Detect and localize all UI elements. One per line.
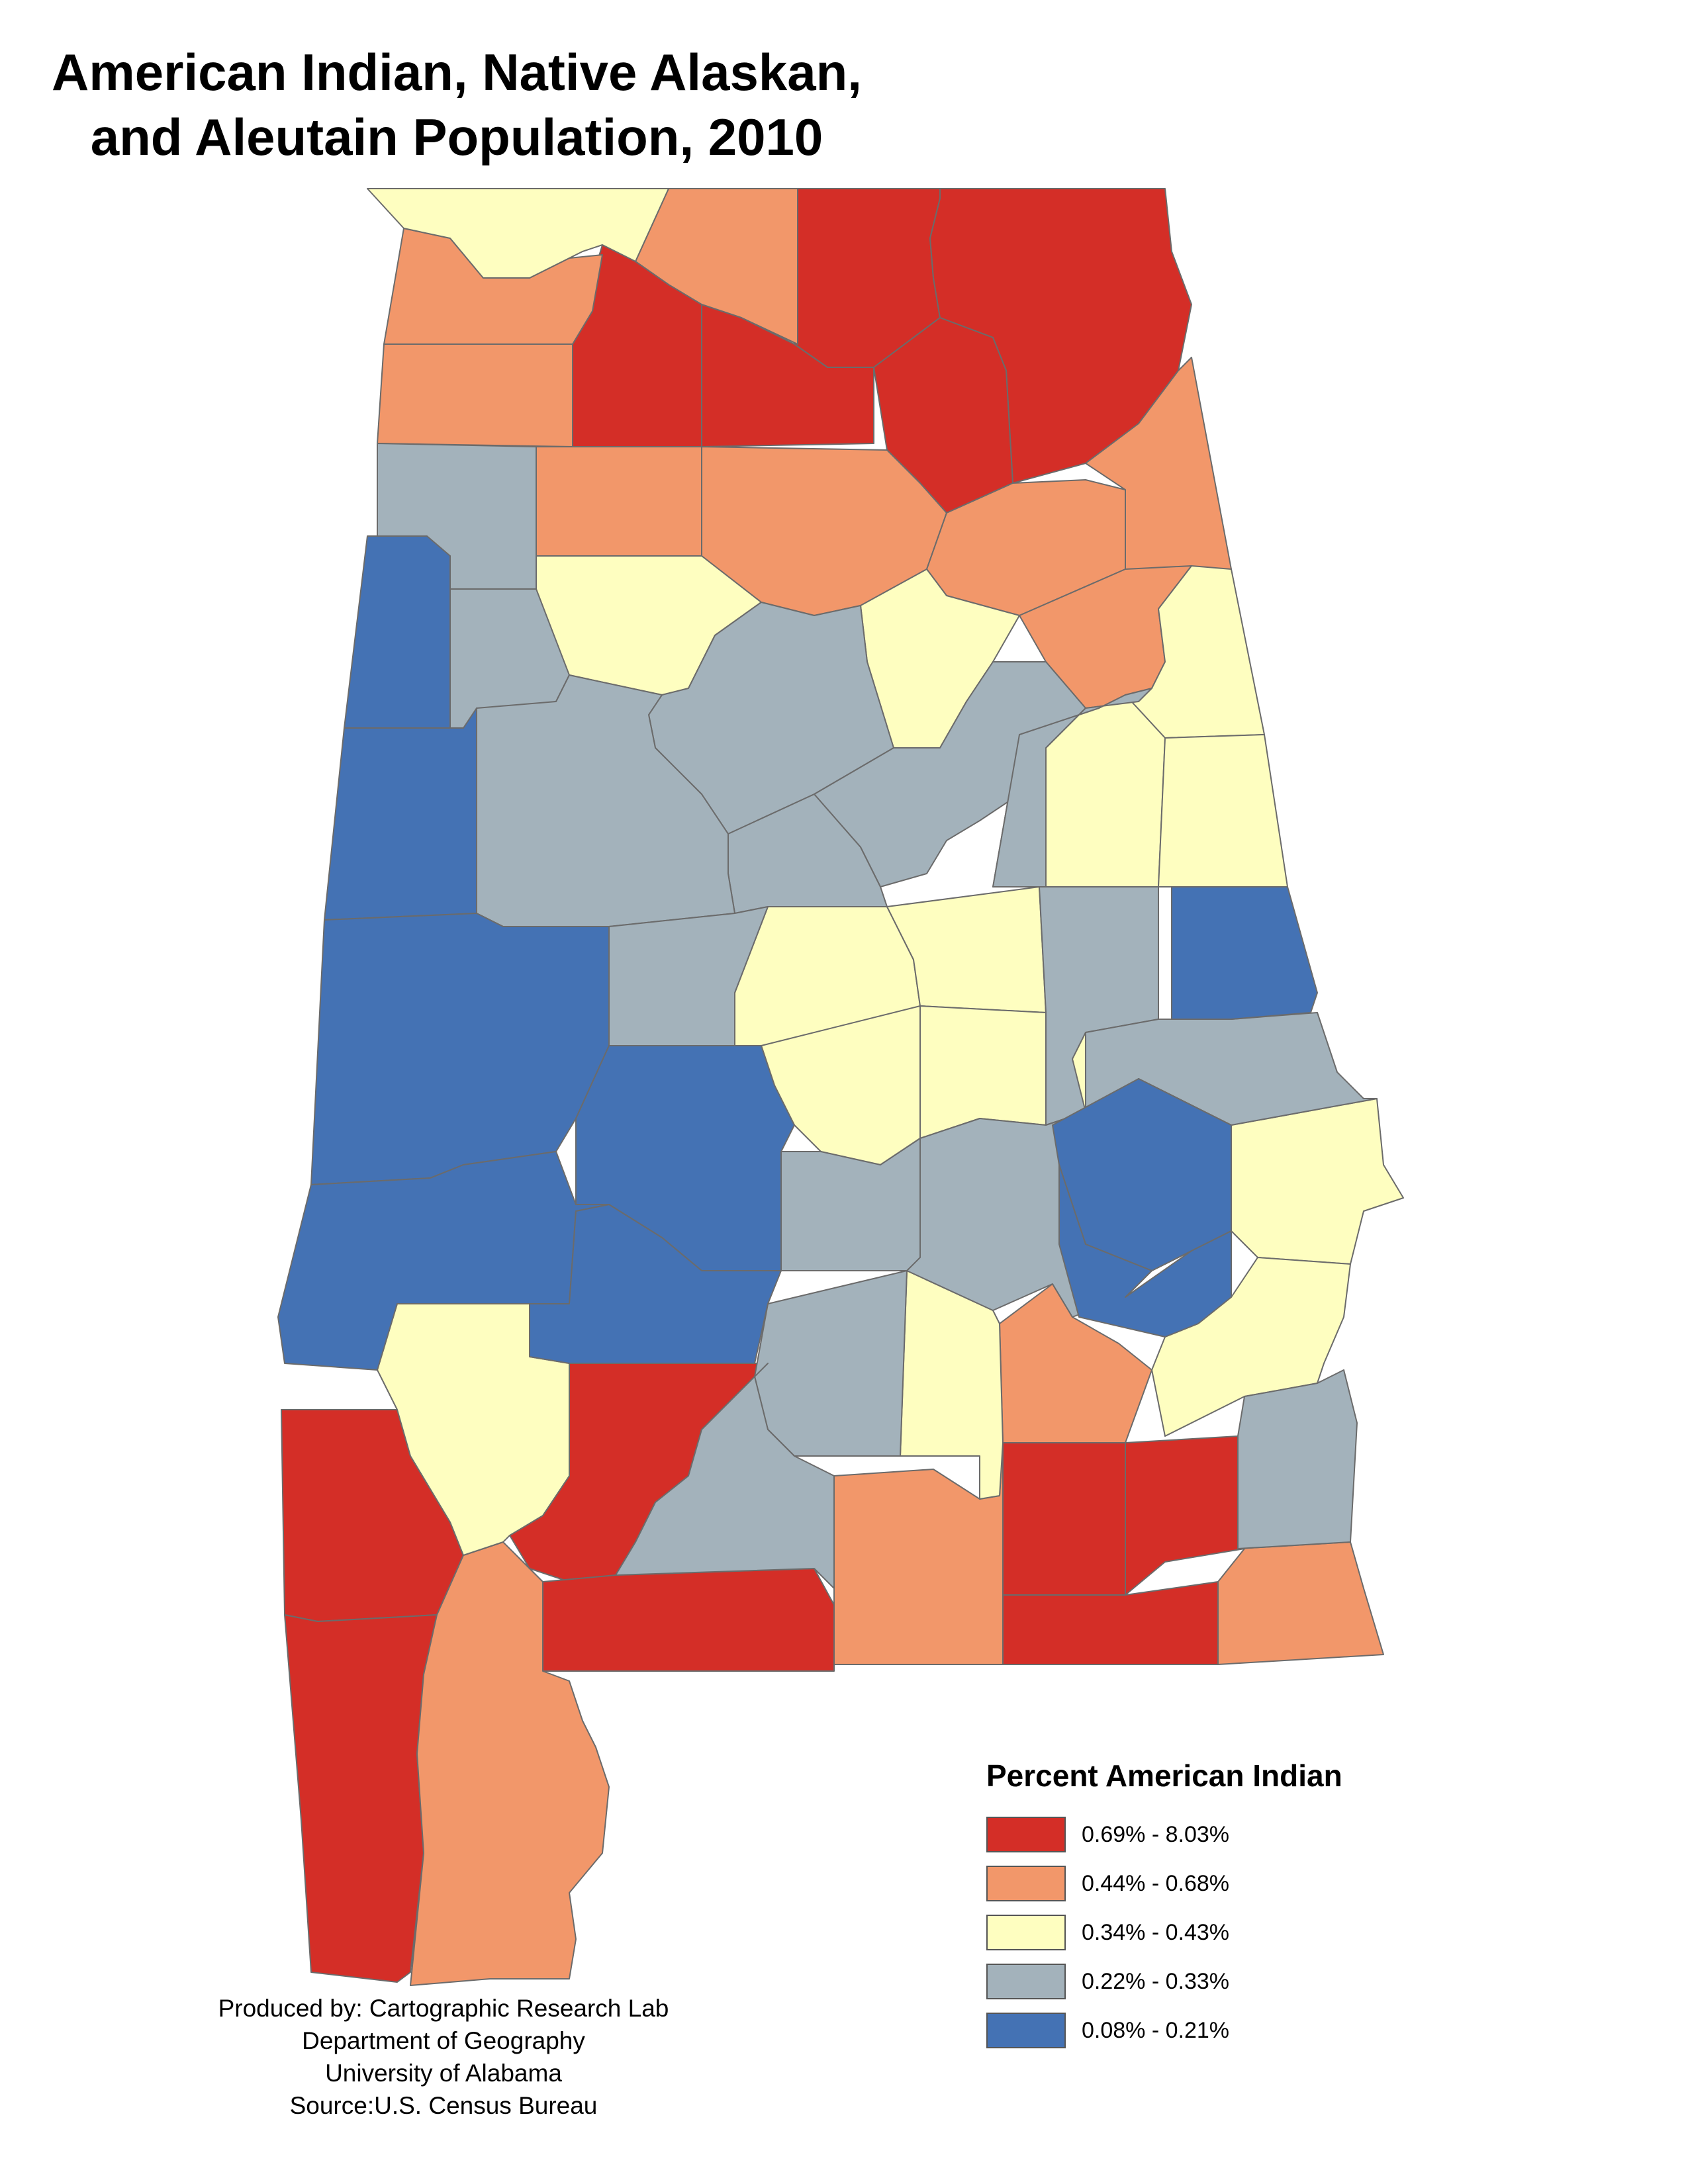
county-pickens	[324, 707, 477, 921]
county-conecuh	[615, 1363, 835, 1589]
class-3-counties	[367, 188, 1404, 1556]
legend-label-class-1: 0.69% - 8.03%	[1082, 1821, 1230, 1847]
county-macon-south	[1058, 1164, 1232, 1338]
legend-item: 0.34% - 0.43%	[986, 1912, 1450, 1953]
county-clay-tallapoosa	[992, 688, 1152, 887]
county-dale	[1125, 1435, 1245, 1596]
legend-label-class-5: 0.08% - 0.21%	[1082, 2017, 1230, 2043]
legend-title: Percent American Indian	[986, 1758, 1342, 1793]
legend-item: 0.08% - 0.21%	[986, 2010, 1450, 2051]
credit-line-producer: Produced by: Cartographic Research Lab	[218, 1995, 669, 2022]
county-winston	[536, 446, 702, 557]
legend-label-class-4: 0.22% - 0.33%	[1082, 1968, 1230, 1994]
county-randolph	[1158, 734, 1288, 887]
class-4-counties	[377, 443, 1378, 1589]
legend-item: 0.69% - 8.03%	[986, 1814, 1450, 1855]
legend-swatch-class-5	[986, 2013, 1066, 2048]
map-title-line-2: and Aleutain Population, 2010	[90, 108, 823, 166]
county-lowndes	[780, 1138, 921, 1271]
county-sumter-greene	[310, 913, 610, 1185]
county-tallapoosa	[1039, 886, 1159, 1126]
credit-line-source: Source:U.S. Census Bureau	[289, 2092, 598, 2119]
county-covington	[833, 1442, 1004, 1665]
class-2-counties	[377, 188, 1384, 1986]
class-1-counties	[281, 188, 1245, 1983]
county-lawrence	[635, 188, 798, 345]
county-russell-lee	[1231, 1098, 1404, 1265]
credit-line-department: Department of Geography	[302, 2027, 585, 2054]
county-escambia	[542, 1568, 835, 1672]
county-franklin	[377, 343, 573, 447]
county-lamar	[344, 535, 451, 729]
legend-item: 0.44% - 0.68%	[986, 1863, 1450, 1904]
map-title: American Indian, Native Alaskan, and Ale…	[0, 40, 914, 169]
legend-swatch-class-1	[986, 1817, 1066, 1852]
county-randolph-east	[1171, 886, 1318, 1020]
map-credits: Produced by: Cartographic Research Lab D…	[179, 1992, 708, 2122]
county-wilcox	[529, 1204, 782, 1364]
county-coffee	[1002, 1442, 1126, 1596]
class-5-counties	[277, 535, 1318, 1371]
legend-swatch-class-4	[986, 1964, 1066, 1999]
legend-label-class-2: 0.44% - 0.68%	[1082, 1870, 1230, 1896]
legend-swatch-class-3	[986, 1915, 1066, 1950]
county-bullock	[900, 1270, 1004, 1500]
legend-label-class-3: 0.34% - 0.43%	[1082, 1919, 1230, 1945]
county-henry	[1237, 1369, 1358, 1549]
county-baldwin	[410, 1541, 610, 1986]
credit-line-university: University of Alabama	[325, 2060, 562, 2087]
legend-swatch-class-2	[986, 1866, 1066, 1901]
map-legend: Percent American Indian 0.69% - 8.03% 0.…	[986, 1757, 1450, 2059]
county-butler-crenshaw	[754, 1270, 908, 1457]
map-title-line-1: American Indian, Native Alaskan,	[52, 43, 862, 101]
county-mobile	[284, 1614, 438, 1983]
legend-item: 0.22% - 0.33%	[986, 1961, 1450, 2002]
county-lauderdale-north-west	[367, 188, 669, 279]
